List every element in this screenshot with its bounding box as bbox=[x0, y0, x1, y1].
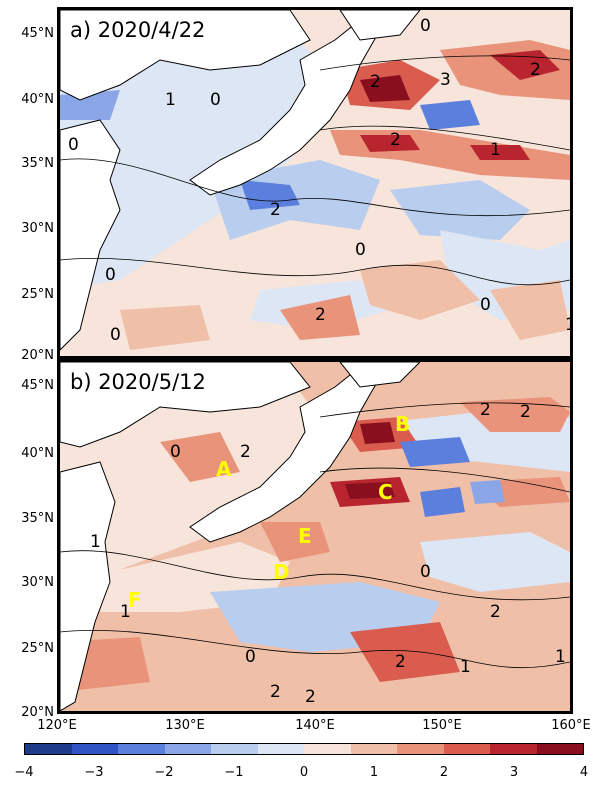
colorbar bbox=[24, 743, 584, 755]
x-tick-label: 130°E bbox=[165, 718, 205, 733]
y-tick-label: 25°N bbox=[21, 641, 54, 656]
contour-label: 2 bbox=[305, 687, 316, 707]
contour-label: 2 bbox=[240, 442, 251, 462]
colorbar-swatch bbox=[71, 744, 118, 754]
contour-label: 2 bbox=[270, 682, 281, 702]
contour-label: 3 bbox=[440, 70, 451, 90]
colorbar-swatch bbox=[304, 744, 351, 754]
colorbar-label: −2 bbox=[154, 765, 174, 780]
map-panel-b-field bbox=[60, 362, 570, 711]
colorbar-swatch bbox=[536, 744, 583, 754]
colorbar-swatch bbox=[118, 744, 165, 754]
x-tick-label: 150°E bbox=[422, 718, 462, 733]
contour-label: 1 bbox=[90, 532, 101, 552]
contour-label: 2 bbox=[530, 60, 541, 80]
contour-label: 2 bbox=[370, 72, 381, 92]
map-panel-b: b) 2020/5/12 A B C D E F 0 2 2 2 1 1 0 2… bbox=[57, 359, 573, 714]
contour-label: 1 bbox=[490, 140, 501, 160]
contour-label: 2 bbox=[490, 602, 501, 622]
contour-label: 0 bbox=[210, 90, 221, 110]
panel-a-title: a) 2020/4/22 bbox=[70, 18, 206, 42]
colorbar-label: −1 bbox=[224, 765, 244, 780]
marker-C: C bbox=[378, 480, 393, 504]
y-tick-label: 35°N bbox=[21, 511, 54, 526]
map-panel-a-field bbox=[60, 10, 570, 356]
y-tick-label: 35°N bbox=[21, 156, 54, 171]
contour-label: 0 bbox=[480, 295, 491, 315]
y-tick-label: 40°N bbox=[21, 92, 54, 107]
marker-F: F bbox=[128, 588, 142, 612]
contour-label: 0 bbox=[105, 265, 116, 285]
colorbar-swatch bbox=[443, 744, 490, 754]
colorbar-swatch bbox=[164, 744, 211, 754]
contour-label: 1 bbox=[555, 647, 566, 667]
x-tick-label: 160°E bbox=[551, 718, 591, 733]
marker-E: E bbox=[298, 524, 312, 548]
colorbar-label: 2 bbox=[439, 765, 449, 780]
contour-label: 0 bbox=[355, 240, 366, 260]
marker-A: A bbox=[216, 457, 232, 481]
y-tick-label: 20°N bbox=[21, 705, 54, 720]
x-tick-label: 140°E bbox=[295, 718, 335, 733]
contour-label: 1 bbox=[460, 657, 471, 677]
y-tick-label: 30°N bbox=[21, 575, 54, 590]
colorbar-swatch bbox=[25, 744, 72, 754]
contour-label: 0 bbox=[110, 325, 121, 345]
colorbar-swatch bbox=[211, 744, 258, 754]
colorbar-label: 4 bbox=[579, 765, 589, 780]
y-tick-label: 45°N bbox=[21, 378, 54, 393]
contour-label: 2 bbox=[315, 305, 326, 325]
contour-label: 2 bbox=[520, 402, 531, 422]
contour-label: 0 bbox=[170, 442, 181, 462]
colorbar-label: 3 bbox=[509, 765, 519, 780]
map-panel-a: a) 2020/4/22 0 1 0 0 2 3 2 2 1 2 0 2 0 0… bbox=[57, 7, 573, 359]
contour-label: 2 bbox=[270, 200, 281, 220]
contour-label: 1 bbox=[565, 315, 570, 335]
colorbar-swatch bbox=[257, 744, 304, 754]
colorbar-swatch bbox=[490, 744, 537, 754]
contour-label: 1 bbox=[120, 602, 131, 622]
panel-b-title: b) 2020/5/12 bbox=[70, 370, 206, 394]
contour-label: 0 bbox=[68, 135, 79, 155]
colorbar-label: −3 bbox=[84, 765, 104, 780]
colorbar-label: −4 bbox=[14, 765, 34, 780]
contour-label: 0 bbox=[420, 16, 431, 36]
contour-label: 1 bbox=[165, 90, 176, 110]
y-tick-label: 40°N bbox=[21, 446, 54, 461]
contour-label: 2 bbox=[395, 652, 406, 672]
y-tick-label: 45°N bbox=[21, 26, 54, 41]
contour-label: 0 bbox=[420, 562, 431, 582]
contour-label: 2 bbox=[480, 400, 491, 420]
contour-label: 2 bbox=[390, 130, 401, 150]
x-tick-label: 120°E bbox=[37, 718, 77, 733]
y-tick-label: 20°N bbox=[21, 348, 54, 363]
marker-B: B bbox=[395, 412, 411, 436]
marker-D: D bbox=[273, 560, 290, 584]
y-tick-label: 30°N bbox=[21, 221, 54, 236]
colorbar-label: 1 bbox=[369, 765, 379, 780]
contour-label: 0 bbox=[245, 647, 256, 667]
colorbar-label: 0 bbox=[299, 765, 309, 780]
y-tick-label: 25°N bbox=[21, 287, 54, 302]
colorbar-swatch bbox=[397, 744, 444, 754]
colorbar-swatch bbox=[350, 744, 397, 754]
